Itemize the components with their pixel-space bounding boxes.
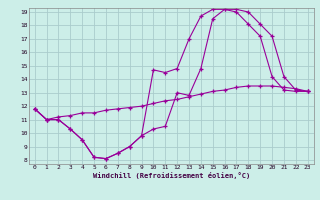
X-axis label: Windchill (Refroidissement éolien,°C): Windchill (Refroidissement éolien,°C) xyxy=(92,172,250,179)
